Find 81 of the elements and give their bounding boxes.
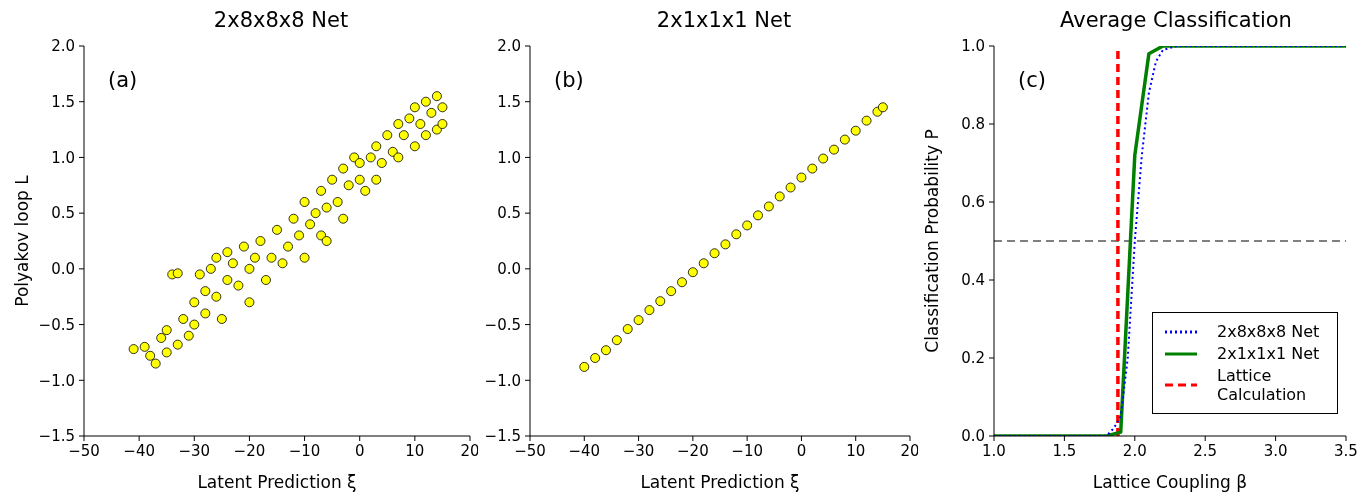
x-tick-label: 10	[405, 441, 425, 460]
x-axis-title: Latent Prediction ξ	[640, 472, 800, 492]
x-tick-label: 10	[846, 441, 866, 460]
chart-title: 2x8x8x8 Net	[212, 8, 350, 34]
point	[644, 305, 655, 315]
x-tick-label: 3.5	[1334, 441, 1358, 460]
point	[579, 362, 590, 372]
x-tick-label: −10	[731, 441, 763, 460]
point	[655, 296, 666, 307]
x-tick-label: 1.5	[1052, 441, 1077, 460]
point	[774, 191, 785, 202]
x-tick-label: 0	[354, 441, 365, 460]
y-tick-label: −1.0	[484, 371, 521, 390]
point	[742, 220, 753, 231]
x-tick-label: 1.0	[982, 441, 1006, 460]
point	[861, 115, 872, 126]
point	[839, 134, 850, 145]
x-axis-title: Latent Prediction ξ	[197, 472, 357, 492]
legend-label: 2x8x8x8 Net	[1217, 322, 1320, 341]
y-tick-label: 0.6	[961, 193, 985, 212]
y-tick-label: −0.5	[38, 315, 75, 334]
legend-label: Lattice Calculation	[1217, 366, 1308, 404]
x-tick-label: −40	[568, 441, 601, 460]
y-tick-label: −1.0	[38, 371, 75, 390]
y-tick-label: 0.0	[51, 260, 75, 279]
y-tick-label: 0.4	[961, 271, 985, 290]
point	[785, 182, 796, 193]
x-tick-label: −30	[622, 441, 655, 460]
point	[807, 163, 818, 174]
point	[687, 267, 698, 278]
y-tick-label: 2.0	[51, 37, 75, 56]
chart-title: 2x1x1x1 Net	[655, 8, 793, 34]
x-tick-label: 0	[796, 441, 807, 460]
annotation: (b)	[554, 68, 584, 92]
point	[829, 144, 839, 155]
annotation: (a)	[108, 68, 138, 92]
x-tick-label: 3.0	[1263, 441, 1288, 460]
x-tick-label: 2.5	[1193, 441, 1218, 460]
y-tick-label: −0.5	[484, 315, 521, 334]
y-tick-label: 0.0	[497, 260, 521, 279]
y-tick-label: 1.0	[961, 37, 985, 56]
point	[666, 286, 677, 297]
point	[877, 102, 888, 113]
x-tick-label: 20	[460, 441, 480, 460]
point	[818, 153, 829, 164]
x-tick-label: −30	[178, 441, 211, 460]
annotation: (c)	[1018, 68, 1046, 92]
point	[796, 172, 807, 183]
point	[850, 125, 861, 136]
x-tick-label: −40	[123, 441, 155, 460]
point	[731, 229, 742, 240]
y-tick-label: 1.5	[497, 93, 521, 112]
point	[709, 248, 720, 259]
x-tick-label: −20	[677, 441, 709, 460]
legend-label: 2x1x1x1 Net	[1217, 344, 1320, 363]
point	[601, 345, 611, 356]
point	[698, 258, 709, 269]
point	[633, 315, 644, 326]
x-axis-title: Lattice Coupling β	[1092, 472, 1248, 492]
x-tick-label: 2.0	[1122, 441, 1147, 460]
point	[677, 277, 687, 288]
y-axis-title: Polyakov loop L	[12, 174, 33, 307]
x-tick-label: −20	[233, 441, 266, 460]
point	[720, 239, 731, 250]
x-tick-label: 20	[900, 441, 920, 460]
y-tick-label: 0.5	[51, 204, 75, 223]
point	[622, 324, 633, 334]
y-tick-label: 1.5	[51, 93, 75, 112]
y-tick-label: 1.0	[51, 148, 75, 167]
y-tick-label: 1.0	[497, 148, 521, 167]
y-tick-label: 0.8	[961, 115, 985, 134]
y-tick-label: 0.2	[961, 349, 985, 368]
point	[590, 353, 601, 363]
chart-title: Average Classification	[1059, 8, 1293, 34]
point	[763, 201, 774, 212]
point	[611, 335, 622, 346]
y-tick-label: 2.0	[497, 37, 521, 56]
point	[753, 210, 763, 221]
x-tick-label: −10	[288, 441, 321, 460]
y-axis-title: Classification Probability P	[922, 129, 943, 353]
y-tick-label: 0.5	[497, 204, 521, 223]
